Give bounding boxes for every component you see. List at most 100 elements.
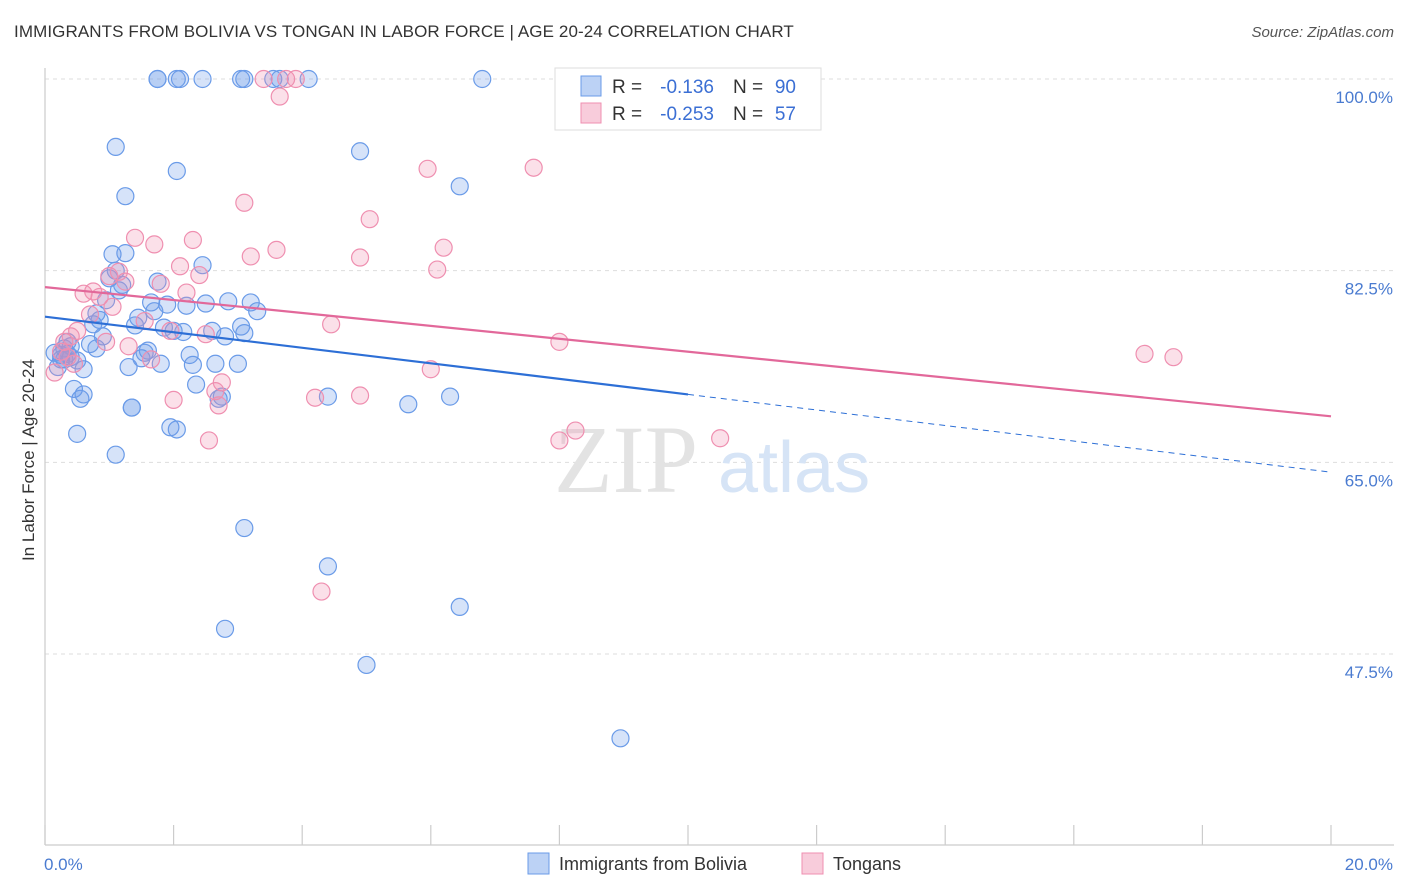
bolivia-point-78 [450,597,469,617]
tongans-point-17 [125,228,145,247]
tongans-point-5 [64,354,84,373]
tongans-point-38 [270,87,289,106]
tongans-point-52 [550,431,569,450]
bolivia-point-84 [235,69,254,89]
tongans-point-27 [190,265,209,285]
legend-swatch-0 [527,852,550,875]
tongans-point-26 [183,230,202,250]
bolivia-point-32 [135,343,154,362]
y-tick-label-3: 47.5% [1345,663,1393,682]
stats-n-value-1: 57 [775,104,796,125]
stats-swatch-1 [580,102,602,124]
bolivia-point-46 [183,355,202,374]
tongans-point-13 [103,297,122,316]
bolivia-point-62 [122,398,141,417]
bolivia-point-74 [450,177,469,196]
bolivia-point-71 [299,69,318,89]
bolivia-point-15 [68,424,87,443]
tongans-point-20 [145,235,164,254]
stats-r-value-0: -0.136 [660,77,714,98]
tongans-point-15 [116,272,135,291]
tongans-point-12 [100,267,119,286]
watermark-atlas: atlas [718,428,870,508]
tongans-point-55 [1135,344,1154,364]
data-points [45,69,1183,748]
legend-label-0: Immigrants from Bolivia [559,854,748,874]
tongans-point-35 [267,240,286,259]
stats-r-value-1: -0.253 [660,104,714,125]
tongans-point-25 [177,283,196,302]
tongans-point-56 [1164,348,1183,367]
tongans-point-46 [421,360,440,379]
tongans-point-54 [711,429,730,448]
tongans-point-11 [96,332,116,351]
bolivia-point-55 [219,292,238,311]
bolivia-point-56 [228,354,247,373]
bolivia-point-69 [264,69,283,89]
tongans-point-47 [418,159,437,178]
bolivia-point-45 [180,345,199,365]
bolivia-point-16 [74,385,93,404]
tongans-point-32 [212,373,231,392]
bolivia-point-80 [611,729,630,748]
watermark-zip: ZIP [554,406,698,513]
legend-label-1: Tongans [833,854,901,874]
tongans-point-28 [196,325,215,344]
y-tick-label-1: 82.5% [1345,280,1393,299]
bolivia-trend-extension [687,393,1332,473]
bolivia-point-83 [440,387,460,406]
tongans-point-41 [322,315,341,334]
tongans-point-40 [305,388,325,407]
tongans-point-16 [119,337,138,356]
stats-n-label-1: N = [733,104,763,125]
bolivia-point-86 [148,69,167,89]
chart-title: IMMIGRANTS FROM BOLIVIA VS TONGAN IN LAB… [14,22,794,41]
bolivia-point-73 [350,142,370,161]
bolivia-point-67 [106,137,125,157]
bolivia-point-48 [193,256,212,275]
tongans-point-50 [524,158,543,177]
tongans-point-0 [45,363,64,382]
y-tick-labels: 100.0% 82.5% 65.0% 47.5% [1335,88,1393,682]
bolivia-point-37 [151,354,170,373]
bolivia-point-26 [116,244,135,263]
tongans-point-53 [566,421,585,440]
bolivia-point-75 [235,518,254,538]
tongans-point-42 [312,582,331,601]
bolivia-point-82 [399,395,418,414]
bolivia-point-65 [167,161,186,181]
y-axis-label: In Labor Force | Age 20-24 [19,359,38,561]
bolivia-point-81 [318,387,338,406]
y-tick-label-0: 100.0% [1335,88,1393,107]
stats-swatch-0 [580,75,602,97]
bolivia-point-47 [187,375,206,394]
tongans-point-33 [235,193,254,212]
tongans-point-23 [164,390,183,410]
stats-legend-box [554,67,822,131]
y-tick-label-2: 65.0% [1345,471,1393,490]
grid-lines [45,78,1394,655]
bolivia-point-72 [473,69,492,89]
tongans-point-24 [170,257,190,276]
bolivia-point-79 [357,655,376,675]
tongans-point-49 [434,238,453,257]
source-credit: Source: ZipAtlas.com [1251,24,1394,41]
bolivia-point-61 [106,445,125,464]
bolivia-point-66 [116,187,135,206]
stats-legend: R = -0.136 N = 90 R = -0.253 N = 57 [554,67,822,131]
bolivia-point-36 [148,272,167,291]
tongans-point-36 [277,69,296,89]
trend-lines [44,286,1332,473]
tongans-point-4 [58,348,77,367]
bolivia-point-60 [248,302,267,321]
bolivia-point-42 [167,420,186,439]
tongans-point-44 [360,210,379,229]
tongans-point-29 [199,431,219,450]
legend-swatch-1 [801,852,824,875]
tongans-point-37 [286,69,305,89]
x-tick-label-max: 20.0% [1345,855,1393,874]
tongans-point-48 [428,260,447,279]
axes [44,68,1394,846]
stats-n-value-0: 90 [775,77,796,98]
tongans-point-19 [141,350,161,369]
